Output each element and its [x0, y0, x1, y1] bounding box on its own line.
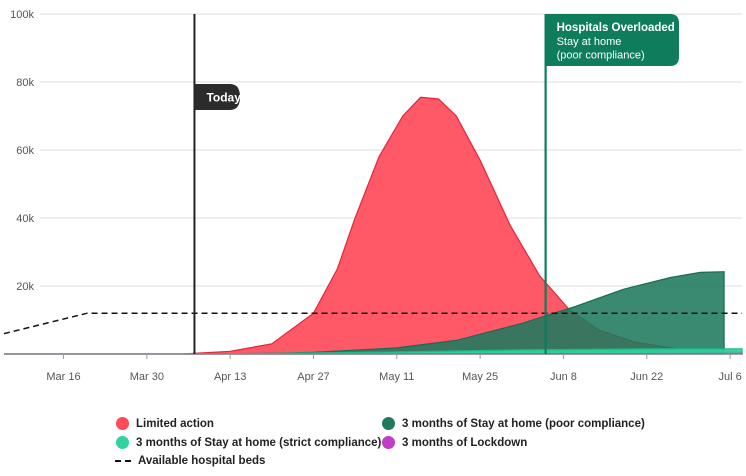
x-tick-label: Jun 8 [550, 371, 577, 383]
y-tick-label: 60k [16, 145, 34, 157]
y-tick-label: 20k [16, 281, 34, 293]
x-tick-label: Apr 13 [214, 371, 246, 383]
x-tick-label: Apr 27 [297, 371, 329, 383]
dashed-line-icon [115, 460, 131, 462]
overloaded-subtitle: Stay at home [557, 36, 622, 48]
legend-item-limited-action[interactable]: Limited action [116, 417, 214, 430]
today-label: Today [206, 91, 241, 105]
legend-item-lockdown[interactable]: 3 months of Lockdown [382, 436, 527, 449]
legend-label: 3 months of Stay at home (poor complianc… [402, 417, 645, 430]
x-tick-label: Jun 22 [630, 371, 663, 383]
legend-label: Limited action [136, 417, 214, 430]
x-tick-label: May 25 [462, 371, 498, 383]
x-tick-label: Mar 16 [46, 371, 80, 383]
legend-label: Available hospital beds [138, 455, 266, 467]
legend: Limited action 3 months of Stay at home … [0, 410, 746, 476]
x-tick-label: May 11 [379, 371, 414, 383]
y-tick-label: 100k [10, 9, 34, 21]
overloaded-title: Hospitals Overloaded [557, 22, 675, 34]
x-tick-label: Jul 6 [718, 371, 741, 383]
legend-dot-icon [382, 436, 395, 449]
today-badge [194, 84, 240, 110]
legend-item-hospital-beds: Available hospital beds [115, 455, 265, 467]
legend-label: 3 months of Stay at home (strict complia… [136, 436, 382, 449]
legend-item-stay-home-strict[interactable]: 3 months of Stay at home (strict complia… [116, 436, 381, 449]
legend-label: 3 months of Lockdown [402, 436, 528, 449]
overloaded-subtitle: (poor compliance) [557, 50, 645, 62]
hospital-beds-line [3, 312, 742, 335]
y-tick-label: 80k [16, 77, 34, 89]
y-tick-label: 40k [16, 213, 34, 225]
chart: 100k 80k 60k 40k 20k Mar 16 Mar 30 Apr 13 Apr 27… [3, 9, 743, 383]
legend-dot-icon [116, 417, 129, 430]
x-tick-label: Mar 30 [130, 371, 164, 383]
overloaded-badge [545, 14, 679, 66]
legend-dot-icon [382, 417, 395, 430]
legend-dot-icon [116, 436, 129, 449]
legend-item-stay-home-poor[interactable]: 3 months of Stay at home (poor complianc… [382, 417, 645, 430]
